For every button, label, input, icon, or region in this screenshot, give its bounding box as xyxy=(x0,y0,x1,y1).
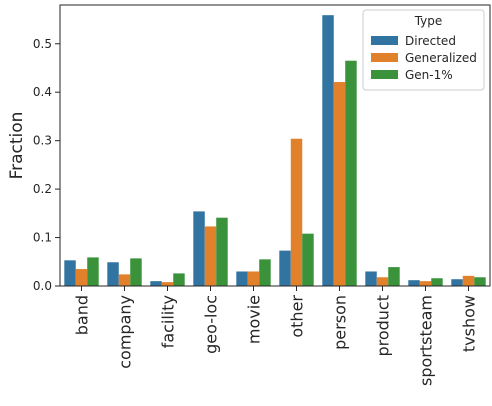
bars-layer xyxy=(64,15,486,286)
x-tick-label-company: company xyxy=(116,295,135,369)
y-axis-title: Fraction xyxy=(7,112,27,180)
bar-tvshow-gen-1- xyxy=(474,277,486,286)
bar-person-generalized xyxy=(333,82,346,286)
bar-tvshow-generalized xyxy=(462,275,475,286)
bar-company-directed xyxy=(107,262,119,286)
y-tick-label: 0.3 xyxy=(33,134,52,148)
x-tick-label-tvshow: tvshow xyxy=(460,295,479,352)
legend-title: Type xyxy=(414,14,443,28)
x-tick-label-sportsteam: sportsteam xyxy=(417,295,436,386)
bar-facility-generalized xyxy=(161,282,174,286)
legend-label-gen-1-: Gen-1% xyxy=(405,68,453,82)
bar-geo-loc-gen-1- xyxy=(216,217,228,286)
bar-company-gen-1- xyxy=(130,258,142,286)
bar-sportsteam-gen-1- xyxy=(431,278,443,286)
bar-movie-gen-1- xyxy=(259,259,271,286)
y-tick-label: 0.0 xyxy=(33,279,52,293)
legend-label-directed: Directed xyxy=(405,34,456,48)
bar-sportsteam-generalized xyxy=(419,281,432,286)
bar-movie-generalized xyxy=(247,271,260,286)
bar-sportsteam-directed xyxy=(408,280,420,286)
legend-swatch-directed xyxy=(371,36,398,45)
bar-product-gen-1- xyxy=(388,267,400,286)
bar-company-generalized xyxy=(118,274,131,286)
y-tick-label: 0.1 xyxy=(33,231,52,245)
bar-geo-loc-directed xyxy=(193,211,205,286)
legend-swatch-gen-1- xyxy=(371,70,398,79)
x-tick-label-person: person xyxy=(331,295,350,350)
bar-band-gen-1- xyxy=(87,257,99,286)
bar-band-directed xyxy=(64,260,76,286)
bar-band-generalized xyxy=(75,269,88,286)
bar-tvshow-directed xyxy=(451,279,463,286)
x-tick-label-other: other xyxy=(288,295,307,338)
x-tick-label-geo-loc: geo-loc xyxy=(202,295,221,354)
bar-other-directed xyxy=(279,250,291,286)
legend: Type Directed Generalized Gen-1% xyxy=(362,9,485,91)
x-tick-label-facility: facility xyxy=(159,295,178,348)
bar-other-generalized xyxy=(290,138,303,286)
y-tick-label: 0.5 xyxy=(33,37,52,51)
bar-person-directed xyxy=(322,15,334,286)
legend-label-generalized: Generalized xyxy=(405,51,477,65)
x-tick-label-band: band xyxy=(73,295,92,335)
plot-frame xyxy=(59,4,491,287)
axes-layer: 0.0 0.1 0.2 0.3 0.4 0.5 Fraction band company fac… xyxy=(7,4,491,386)
bar-facility-gen-1- xyxy=(173,273,185,286)
bar-geo-loc-generalized xyxy=(204,226,217,286)
x-tick-label-movie: movie xyxy=(245,295,264,344)
y-tick-label: 0.2 xyxy=(33,182,52,196)
x-tick-label-product: product xyxy=(374,295,393,357)
bar-product-generalized xyxy=(376,277,389,286)
bar-person-gen-1- xyxy=(345,60,357,286)
bar-other-gen-1- xyxy=(302,233,314,286)
bar-product-directed xyxy=(365,271,377,286)
bar-facility-directed xyxy=(150,281,162,286)
bar-movie-directed xyxy=(236,271,248,286)
y-tick-label: 0.4 xyxy=(33,85,52,99)
legend-swatch-generalized xyxy=(371,53,398,62)
